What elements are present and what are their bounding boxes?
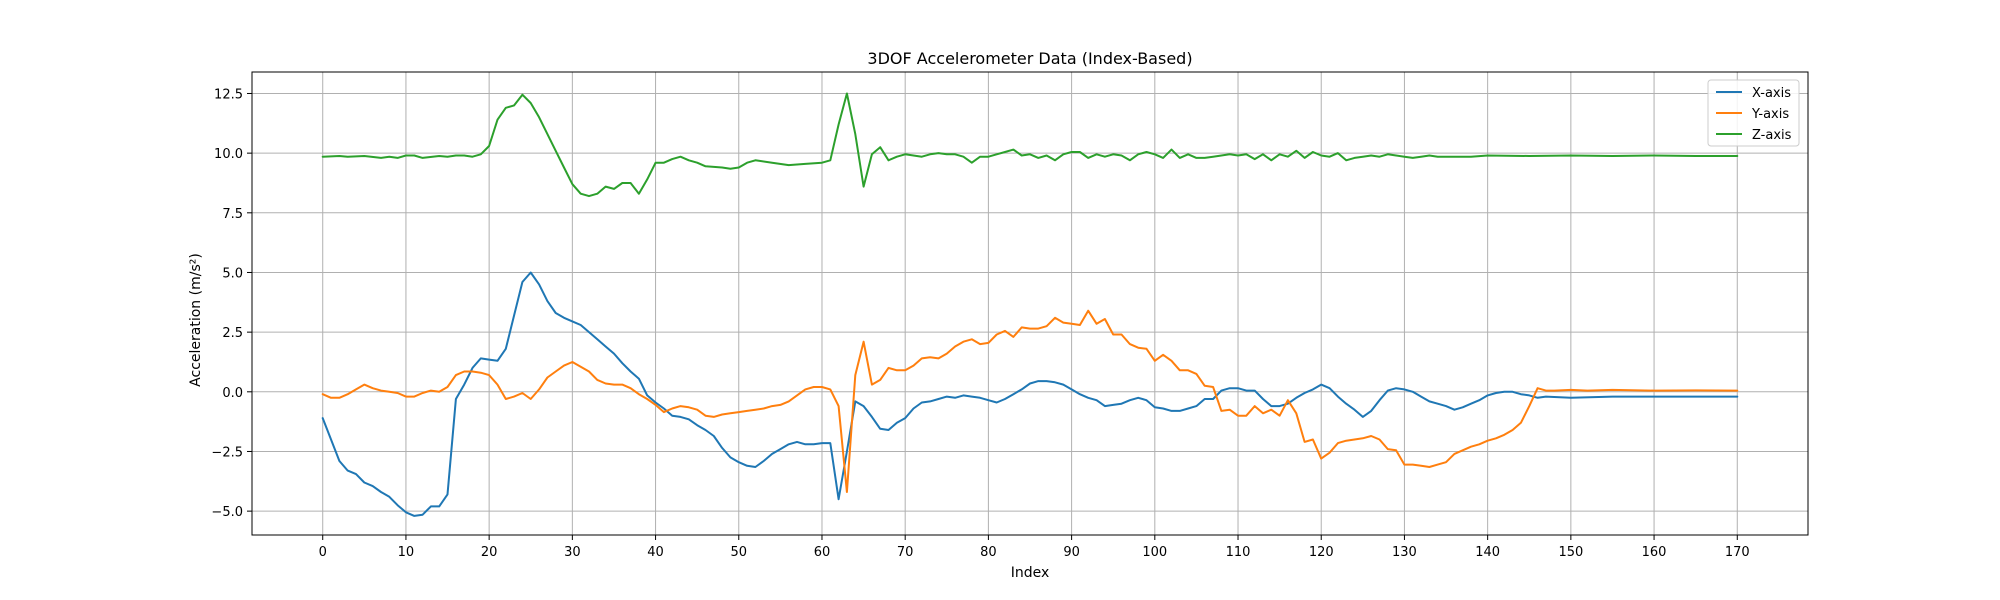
x-tick-label: 0 bbox=[319, 545, 327, 560]
legend-box bbox=[1707, 79, 1800, 147]
y-tick-label: 10.0 bbox=[214, 147, 243, 162]
grid bbox=[252, 72, 1808, 535]
x-tick-label: 70 bbox=[897, 545, 914, 560]
legend-label: Z-axis bbox=[1752, 128, 1792, 143]
y-tick-label: 5.0 bbox=[222, 266, 243, 281]
x-tick-label: 160 bbox=[1642, 545, 1667, 560]
plot-frame bbox=[251, 71, 1809, 536]
x-axis-label: Index bbox=[1011, 565, 1050, 581]
x-tick-label: 40 bbox=[647, 545, 664, 560]
x-tick-label: 20 bbox=[481, 545, 498, 560]
series-layer bbox=[321, 92, 1739, 517]
x-tick-label: 50 bbox=[730, 545, 747, 560]
x-tick-label: 10 bbox=[398, 545, 415, 560]
x-tick-label: 150 bbox=[1558, 545, 1583, 560]
x-tick-label: 60 bbox=[814, 545, 831, 560]
series-line-y-axis bbox=[321, 309, 1739, 493]
x-tick-label: 30 bbox=[564, 545, 581, 560]
x-axis-ticks: 0 10 20 30 40 50 60 70 80 90 100 110 120 130 140 150 160… bbox=[319, 535, 1750, 560]
x-tick-label: 110 bbox=[1226, 545, 1251, 560]
legend-label: Y-axis bbox=[1751, 107, 1789, 122]
series-line-z-axis bbox=[321, 92, 1739, 198]
x-tick-label: 170 bbox=[1725, 545, 1750, 560]
series-line-x-axis bbox=[321, 271, 1739, 517]
y-tick-label: 0.0 bbox=[222, 386, 243, 401]
y-axis-ticks: −5.0 −2.5 0.0 2.5 5.0 7.5 10.0 12.5 bbox=[211, 87, 252, 520]
y-tick-label: 7.5 bbox=[222, 207, 243, 222]
x-tick-label: 140 bbox=[1475, 545, 1500, 560]
y-tick-label: −5.0 bbox=[211, 505, 243, 520]
x-tick-label: 120 bbox=[1309, 545, 1334, 560]
x-tick-label: 80 bbox=[980, 545, 997, 560]
legend: X-axis Y-axis Z-axis bbox=[1707, 79, 1800, 147]
chart-title: 3DOF Accelerometer Data (Index-Based) bbox=[867, 49, 1192, 68]
x-tick-label: 90 bbox=[1063, 545, 1080, 560]
x-tick-label: 100 bbox=[1142, 545, 1167, 560]
x-tick-label: 130 bbox=[1392, 545, 1417, 560]
y-tick-label: 2.5 bbox=[222, 326, 243, 341]
y-axis-label: Acceleration (m/s²) bbox=[188, 253, 204, 387]
legend-label: X-axis bbox=[1752, 86, 1791, 101]
y-tick-label: −2.5 bbox=[211, 445, 243, 460]
y-tick-label: 12.5 bbox=[214, 87, 243, 102]
